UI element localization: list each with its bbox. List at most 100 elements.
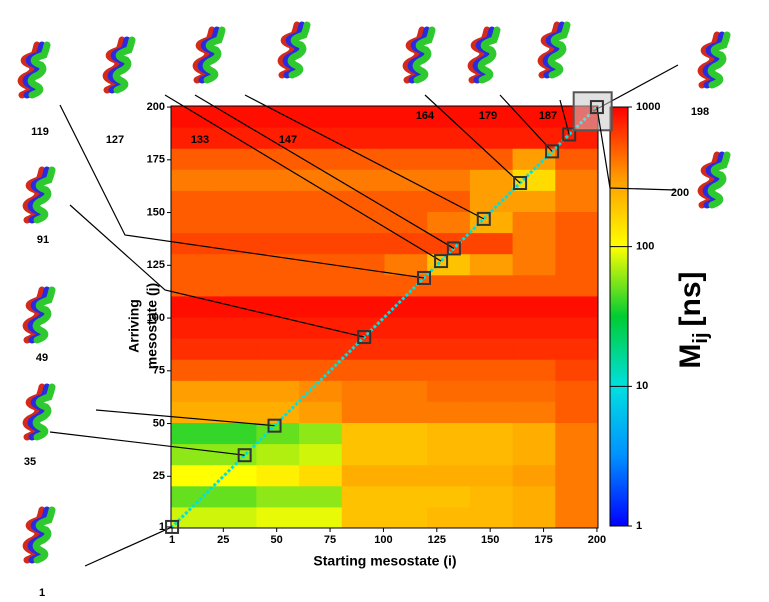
heatmap-cell bbox=[213, 359, 257, 381]
heatmap-cell bbox=[213, 106, 257, 128]
heatmap-cell bbox=[299, 338, 343, 360]
leader-line bbox=[424, 94, 521, 184]
heatmap-cell bbox=[555, 317, 599, 339]
heatmap-cell bbox=[171, 338, 215, 360]
heatmap-cell bbox=[341, 295, 385, 318]
heatmap-cell bbox=[213, 317, 257, 339]
heatmap-cell bbox=[555, 211, 599, 234]
highlight-box bbox=[572, 91, 613, 132]
y-axis-label: Arriving bbox=[126, 299, 142, 353]
heatmap-cell bbox=[427, 422, 471, 445]
heatmap-cell bbox=[512, 506, 556, 529]
highlight-box bbox=[513, 176, 528, 191]
heatmap-cell bbox=[171, 190, 215, 212]
heatmap-cell bbox=[512, 295, 556, 318]
heatmap-cell bbox=[512, 485, 556, 508]
highlight-box bbox=[434, 254, 449, 269]
mesostate-label: 1 bbox=[39, 587, 45, 599]
y-tick-label: 1 bbox=[159, 521, 165, 533]
heatmap-cell bbox=[512, 106, 556, 128]
heatmap-cell bbox=[469, 190, 514, 212]
heatmap-cell bbox=[427, 317, 471, 339]
heatmap-cell bbox=[171, 295, 215, 318]
x-tick-label: 25 bbox=[217, 534, 229, 546]
heatmap-cell bbox=[512, 274, 556, 297]
highlight-box bbox=[165, 519, 180, 534]
heatmap-cell bbox=[469, 422, 514, 445]
structure-strand bbox=[707, 151, 731, 209]
y-tick-label: 150 bbox=[147, 206, 165, 218]
heatmap-cell bbox=[384, 169, 428, 191]
x-tick-label: 100 bbox=[374, 534, 392, 546]
heatmap-cell bbox=[256, 485, 300, 508]
heatmap-cell bbox=[427, 464, 471, 487]
mesostate-label: 200 bbox=[671, 187, 689, 199]
heatmap-cell bbox=[256, 106, 300, 128]
heatmap-cell bbox=[213, 148, 257, 170]
heatmap-cell bbox=[171, 148, 215, 170]
x-tick-label: 125 bbox=[428, 534, 446, 546]
heatmap-cell bbox=[341, 464, 385, 487]
heatmap-cell bbox=[512, 148, 556, 170]
heatmap-cell bbox=[171, 317, 215, 339]
heatmap-cell bbox=[256, 464, 300, 487]
mesostate-label: 119 bbox=[31, 126, 49, 138]
heatmap-cell bbox=[171, 506, 215, 529]
y-tick-label: 50 bbox=[153, 417, 165, 429]
heatmap-cell bbox=[299, 190, 343, 212]
y-tick-label: 125 bbox=[147, 259, 165, 271]
highlight-box bbox=[476, 211, 491, 226]
heatmap-cell bbox=[427, 274, 471, 297]
highlight-box bbox=[589, 100, 604, 115]
heatmap-cell bbox=[299, 148, 343, 170]
heatmap-cell bbox=[384, 274, 428, 297]
heatmap-cell bbox=[512, 211, 556, 234]
heatmap-cell bbox=[427, 169, 471, 191]
heatmap-cell bbox=[555, 464, 599, 487]
y-tick-label: 75 bbox=[153, 365, 165, 377]
heatmap-cell bbox=[341, 317, 385, 339]
heatmap-cell bbox=[469, 401, 514, 423]
y-tick-label: 175 bbox=[147, 154, 165, 166]
heatmap-cell bbox=[171, 464, 215, 487]
colorbar-label-unit: [ns] bbox=[674, 271, 707, 326]
heatmap-cell bbox=[512, 464, 556, 487]
heatmap-cell bbox=[213, 190, 257, 212]
heatmap-cell bbox=[555, 148, 599, 170]
heatmap bbox=[169, 104, 600, 530]
structure-strand bbox=[112, 36, 136, 94]
highlight-box bbox=[446, 241, 461, 256]
structure-strand bbox=[202, 26, 226, 84]
x-tick-label: 1 bbox=[169, 534, 175, 546]
heatmap-cell bbox=[469, 106, 514, 128]
heatmap-cell bbox=[384, 253, 428, 276]
mesostate-label: 179 bbox=[479, 110, 497, 122]
colorbar-label-sub: ij bbox=[690, 332, 712, 343]
heatmap-cell bbox=[555, 401, 599, 423]
leader-line bbox=[194, 94, 455, 249]
heatmap-cell bbox=[512, 380, 556, 402]
mesostate-label: 91 bbox=[37, 234, 49, 246]
heatmap-cell bbox=[384, 422, 428, 445]
heatmap-cell bbox=[341, 274, 385, 297]
heatmap-cell bbox=[555, 422, 599, 445]
mesostate-label: 164 bbox=[416, 110, 435, 122]
structure-strand bbox=[477, 26, 501, 84]
heatmap-cell bbox=[555, 127, 599, 149]
heatmap-cell bbox=[299, 317, 343, 339]
heatmap-cell bbox=[171, 485, 215, 508]
heatmap-cell bbox=[384, 211, 428, 234]
x-tick-label: 50 bbox=[271, 534, 283, 546]
heatmap-cell bbox=[469, 169, 514, 191]
structure-strand bbox=[412, 26, 436, 84]
heatmap-cell bbox=[427, 380, 471, 402]
heatmap-cell bbox=[427, 295, 471, 318]
heatmap-cell bbox=[555, 253, 599, 276]
heatmap-cell bbox=[171, 253, 215, 276]
heatmap-cell bbox=[299, 169, 343, 191]
heatmap-cell bbox=[512, 317, 556, 339]
heatmap-cell bbox=[384, 506, 428, 529]
heatmap-cell bbox=[256, 169, 300, 191]
x-tick-label: 75 bbox=[324, 534, 336, 546]
